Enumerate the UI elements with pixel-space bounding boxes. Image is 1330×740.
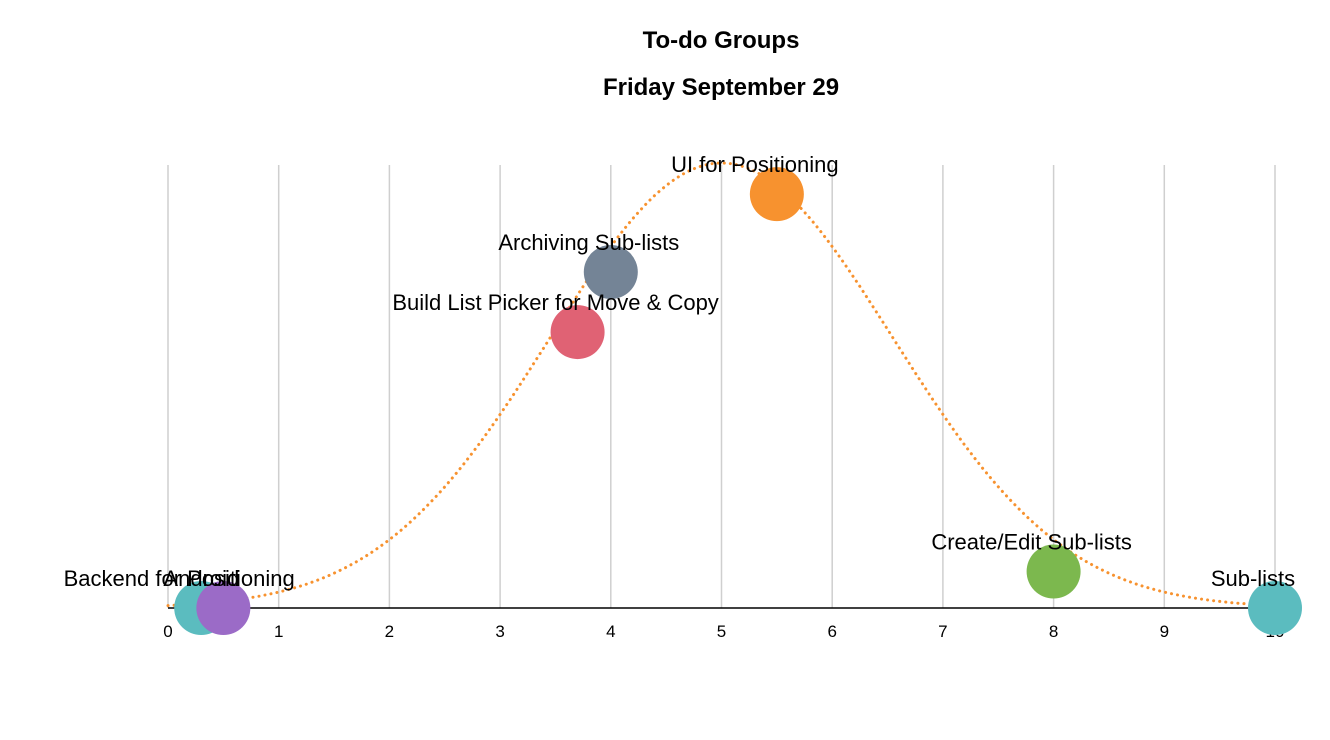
data-point[interactable] [749,167,804,222]
x-tick-label: 2 [385,622,394,641]
bell-curve [166,161,1277,608]
chart-title: To-do Groups [642,27,800,54]
x-tick-label: 1 [274,622,283,641]
data-point[interactable] [196,581,251,635]
x-axis: 012345678910 [163,607,1284,641]
point-label: Backend for Positioning [64,566,295,591]
x-tick-label: 3 [495,622,504,641]
point-label: Archiving Sub-lists [498,230,679,255]
x-tick-label: 8 [1049,622,1058,641]
data-point[interactable] [1248,581,1302,635]
x-tick-label: 4 [606,622,615,641]
x-tick-label: 6 [827,622,836,641]
point-label: Create/Edit Sub-lists [931,530,1132,555]
data-point[interactable] [550,305,605,360]
x-tick-label: 9 [1160,622,1169,641]
chart-subtitle: Friday September 29 [602,74,840,101]
x-tick-label: 7 [938,622,947,641]
point-label: Sub-lists [1211,566,1295,591]
bell-curve-path [166,161,1277,608]
point-label: Build List Picker for Move & Copy [392,290,718,315]
x-tick-label: 5 [717,622,726,641]
point-label: Android [163,566,239,591]
data-point[interactable] [1026,544,1081,599]
data-point[interactable] [583,245,638,300]
point-label: UI for Positioning [671,152,839,177]
data-points [174,167,1302,635]
x-tick-label: 0 [163,622,172,641]
grid-lines [167,165,1276,608]
